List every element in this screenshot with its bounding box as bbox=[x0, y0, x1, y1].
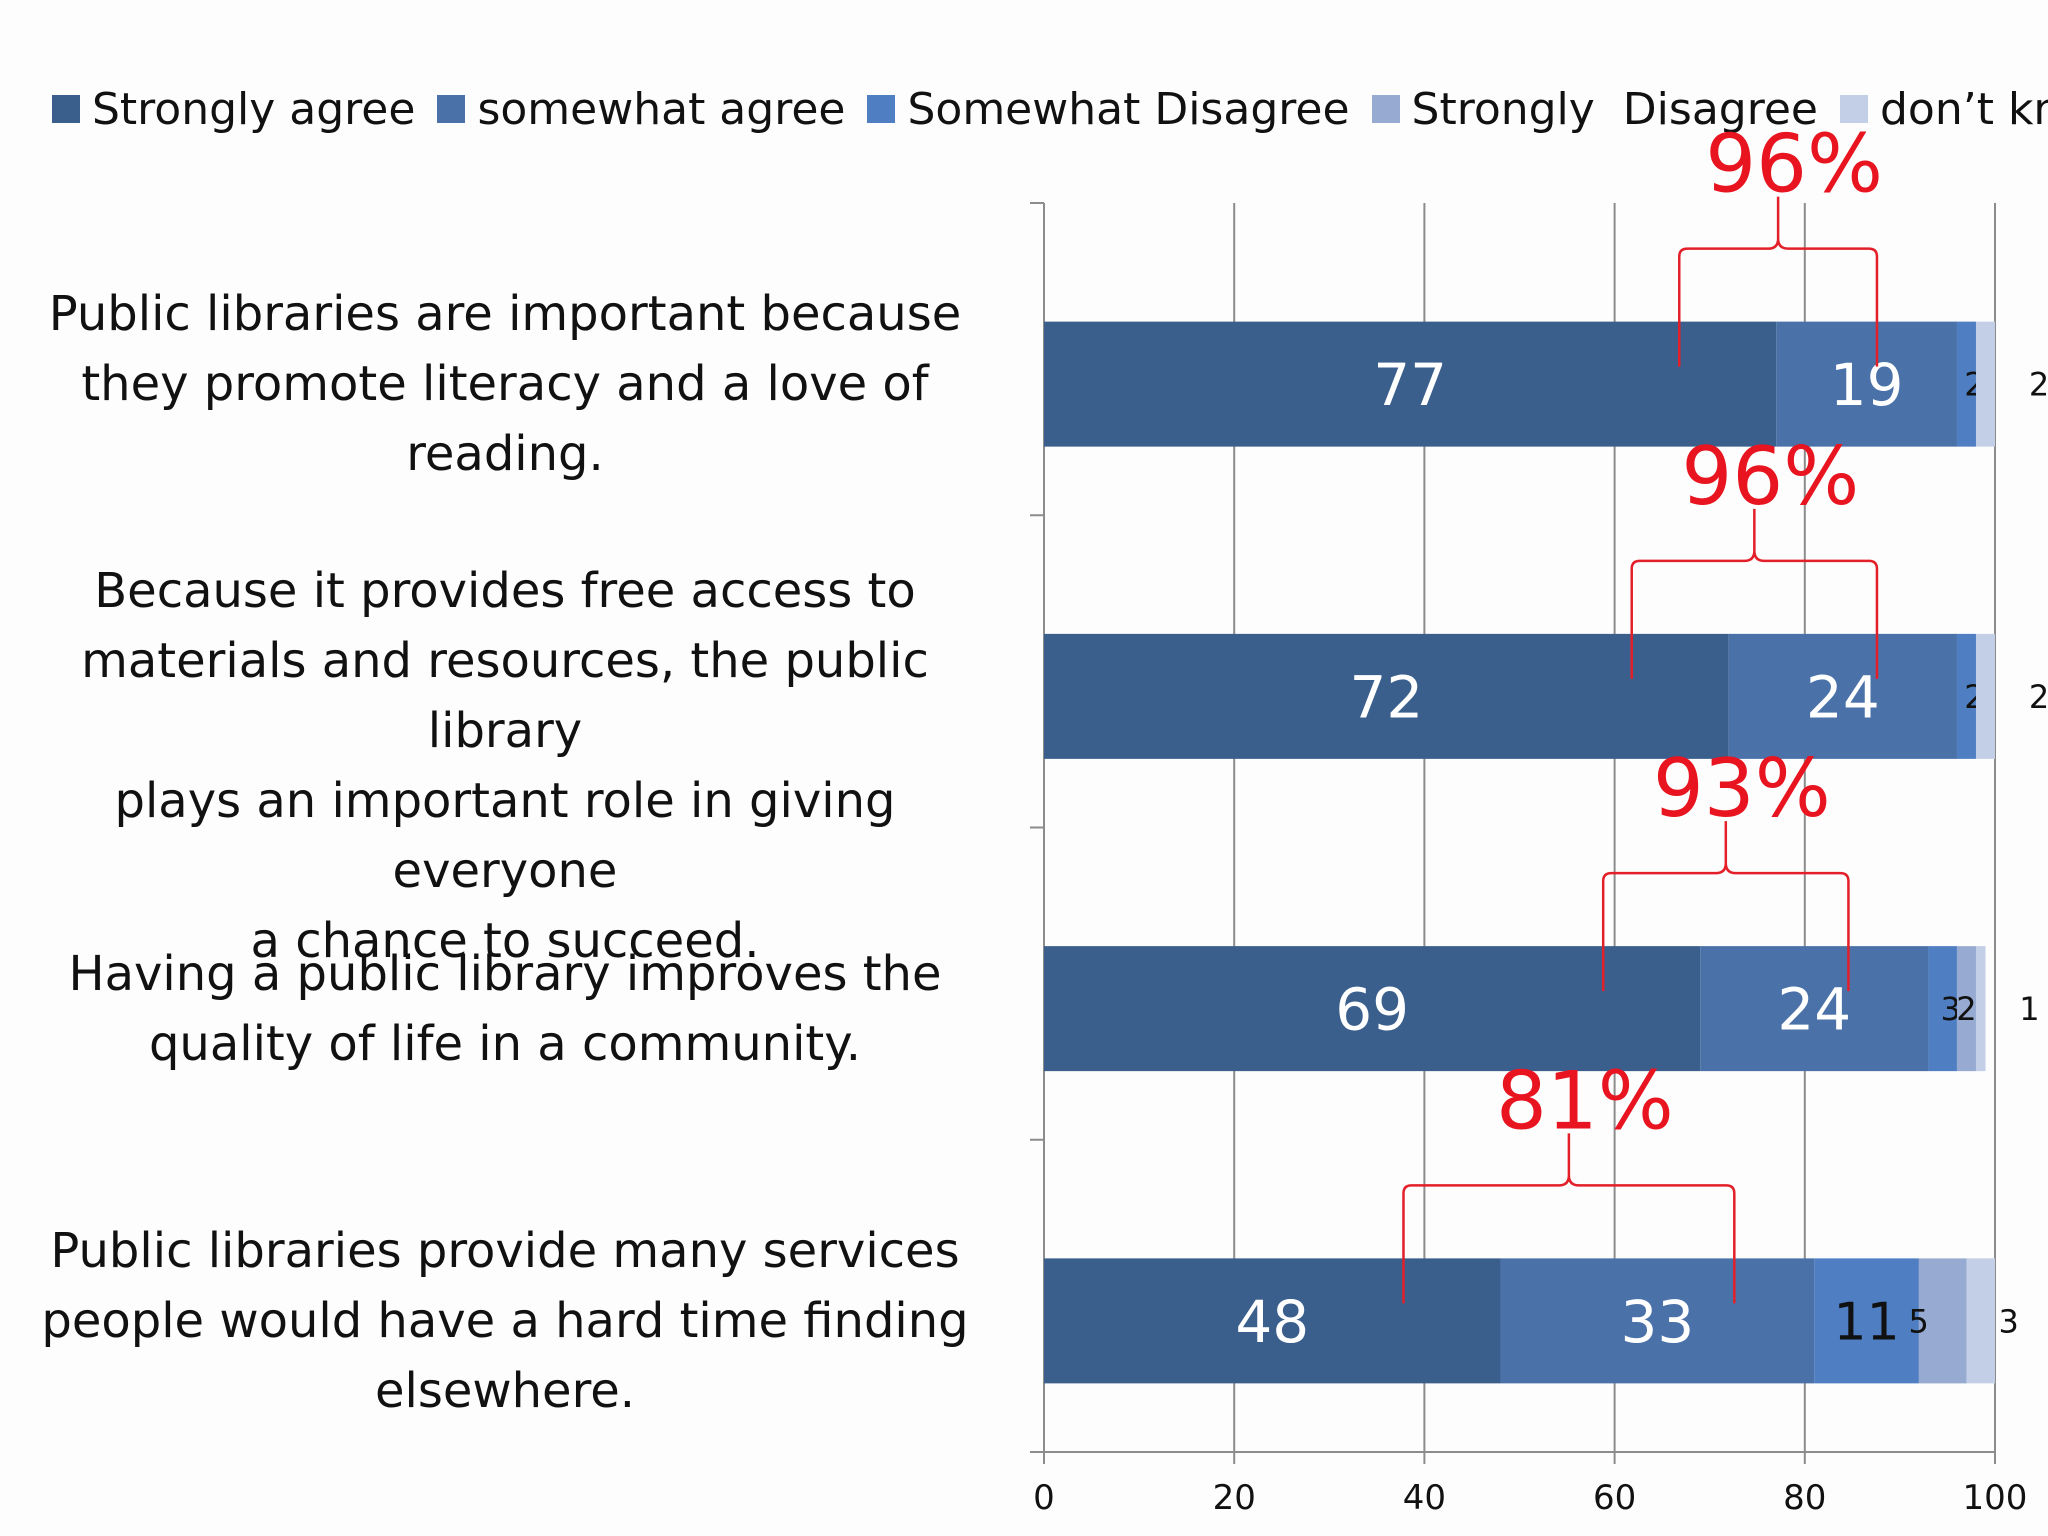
bar-segment bbox=[1814, 1258, 1919, 1384]
category-label-line: people would have a hard time finding bbox=[41, 1292, 969, 1349]
data-label: 77 bbox=[1373, 351, 1447, 419]
bar-segment bbox=[1776, 321, 1957, 447]
bar-segment bbox=[1956, 633, 1976, 759]
legend-label: Strongly agree bbox=[92, 83, 416, 135]
data-label: 24 bbox=[1777, 976, 1851, 1044]
agree-total-annotation: 96% bbox=[1705, 118, 1883, 211]
bar-segment bbox=[1918, 1258, 1967, 1384]
data-label: 69 bbox=[1335, 976, 1409, 1044]
bar-segment bbox=[1044, 633, 1729, 759]
bar-segment bbox=[1500, 1258, 1815, 1384]
category-label: Having a public library improves the qual… bbox=[10, 939, 1000, 1079]
legend-label: Somewhat Disagree bbox=[907, 83, 1350, 135]
agree-total-annotation: 81% bbox=[1496, 1054, 1674, 1147]
bar-segment bbox=[1975, 946, 1986, 1072]
data-label: 3 bbox=[1999, 1302, 2019, 1340]
category-label-line: they promote literacy and a love of bbox=[81, 356, 929, 413]
category-label-line: reading. bbox=[406, 426, 604, 483]
data-label: 2 bbox=[2029, 678, 2048, 716]
x-tick-label: 60 bbox=[1593, 1478, 1636, 1518]
data-label: 48 bbox=[1235, 1288, 1309, 1356]
agree-bracket bbox=[1630, 508, 1879, 679]
bar-segment bbox=[1044, 321, 1777, 447]
data-label: 3 bbox=[1941, 990, 1961, 1028]
agree-bracket bbox=[1601, 821, 1850, 992]
legend-label: don’t know bbox=[1879, 83, 2048, 135]
legend-item: don’t know bbox=[1839, 83, 2048, 135]
data-label: 1 bbox=[2019, 990, 2039, 1028]
category-label-line: Public libraries provide many services bbox=[50, 1222, 960, 1279]
x-tick-label: 80 bbox=[1783, 1478, 1826, 1518]
data-label: 33 bbox=[1620, 1288, 1694, 1356]
legend-label: Strongly Disagree bbox=[1411, 83, 1818, 135]
x-tick-label: 20 bbox=[1213, 1478, 1256, 1518]
legend-swatch bbox=[437, 95, 466, 123]
x-tick-label: 0 bbox=[1033, 1478, 1055, 1518]
data-label: 5 bbox=[1909, 1302, 1929, 1340]
category-label-line: Having a public library improves the bbox=[68, 945, 942, 1002]
category-label-line: quality of life in a community. bbox=[148, 1015, 862, 1072]
agree-bracket bbox=[1678, 196, 1879, 367]
agree-total-annotation: 96% bbox=[1681, 430, 1859, 523]
data-label: 24 bbox=[1806, 663, 1880, 731]
bar-segment bbox=[1956, 946, 1976, 1072]
category-label-line: Public libraries are important because bbox=[48, 286, 962, 343]
category-label-line: plays an important role in giving everyo… bbox=[114, 773, 896, 900]
legend-swatch bbox=[1371, 95, 1400, 123]
bar-segment bbox=[1700, 946, 1929, 1072]
category-label: Because it provides free access to materi… bbox=[10, 556, 1000, 976]
category-label-line: Because it provides free access to bbox=[94, 563, 916, 620]
legend-swatch bbox=[867, 95, 896, 123]
bar-segment bbox=[1044, 1258, 1501, 1384]
data-label: 11 bbox=[1834, 1293, 1900, 1353]
legend-label: somewhat agree bbox=[477, 83, 846, 135]
data-label: 72 bbox=[1349, 663, 1423, 731]
legend-item: Somewhat Disagree bbox=[867, 83, 1350, 135]
legend-item: Strongly Disagree bbox=[1371, 83, 1818, 135]
category-label-line: a chance to succeed. bbox=[250, 913, 760, 970]
x-tick-label: 100 bbox=[1963, 1478, 2028, 1518]
data-label: 2 bbox=[2029, 366, 2048, 404]
agree-total-annotation: 93% bbox=[1653, 742, 1831, 835]
legend-item: somewhat agree bbox=[437, 84, 845, 135]
x-tick-label: 40 bbox=[1403, 1478, 1446, 1518]
agree-bracket bbox=[1402, 1133, 1736, 1304]
category-label-line: materials and resources, the public libr… bbox=[81, 633, 929, 760]
bar-segment bbox=[1956, 321, 1976, 447]
data-label: 2 bbox=[1956, 990, 1976, 1028]
chart-legend: Strongly agree somewhat agree Somewhat Dis… bbox=[52, 74, 2048, 144]
category-label: Public libraries provide many services pe… bbox=[10, 1216, 1000, 1426]
legend-swatch bbox=[1839, 95, 1868, 123]
data-label: 19 bbox=[1830, 351, 1904, 419]
bar-segment bbox=[1728, 633, 1957, 759]
bar-segment bbox=[1966, 1258, 1995, 1384]
bar-segment bbox=[1975, 633, 1995, 759]
bar-segment bbox=[1975, 321, 1995, 447]
bar-segment bbox=[1928, 946, 1957, 1072]
legend-item: Strongly agree bbox=[52, 84, 415, 135]
legend-swatch bbox=[52, 95, 80, 123]
category-label-line: elsewhere. bbox=[374, 1362, 636, 1419]
bar-segment bbox=[1044, 946, 1701, 1072]
category-label: Public libraries are important because th… bbox=[10, 279, 1000, 489]
